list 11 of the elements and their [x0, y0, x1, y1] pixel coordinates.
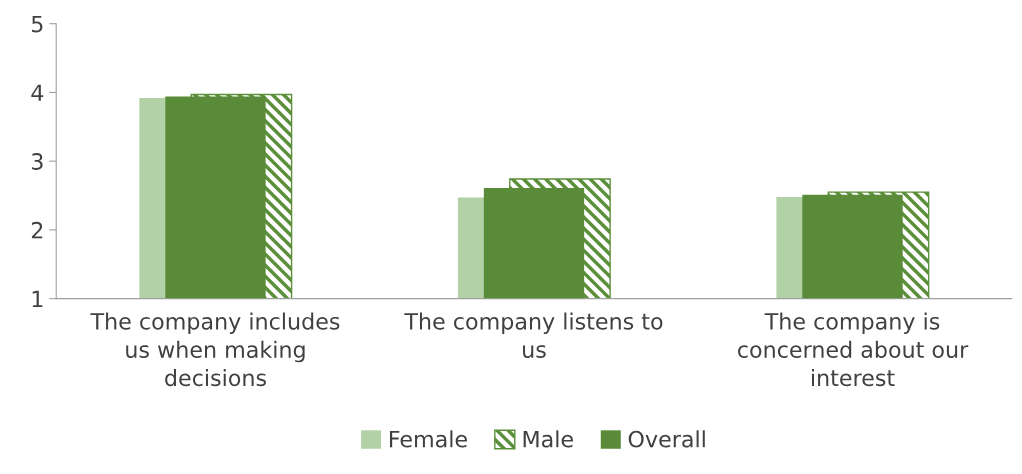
legend-label: Male	[523, 430, 573, 448]
y-tick-label: 4	[31, 84, 44, 101]
legend-label: Female	[389, 430, 467, 448]
x-tick-label: The company listens to us	[404, 312, 663, 358]
legend-label: Overall	[628, 430, 705, 448]
x-tick-label: The company includes us when making decisions	[90, 312, 340, 387]
x-tick-label: The company is concerned about our interest	[738, 312, 969, 387]
y-tick-label: 2	[31, 221, 43, 239]
y-tick-label: 5	[31, 15, 43, 33]
y-tick-label: 1	[32, 290, 43, 308]
y-tick-label: 3	[31, 153, 43, 170]
